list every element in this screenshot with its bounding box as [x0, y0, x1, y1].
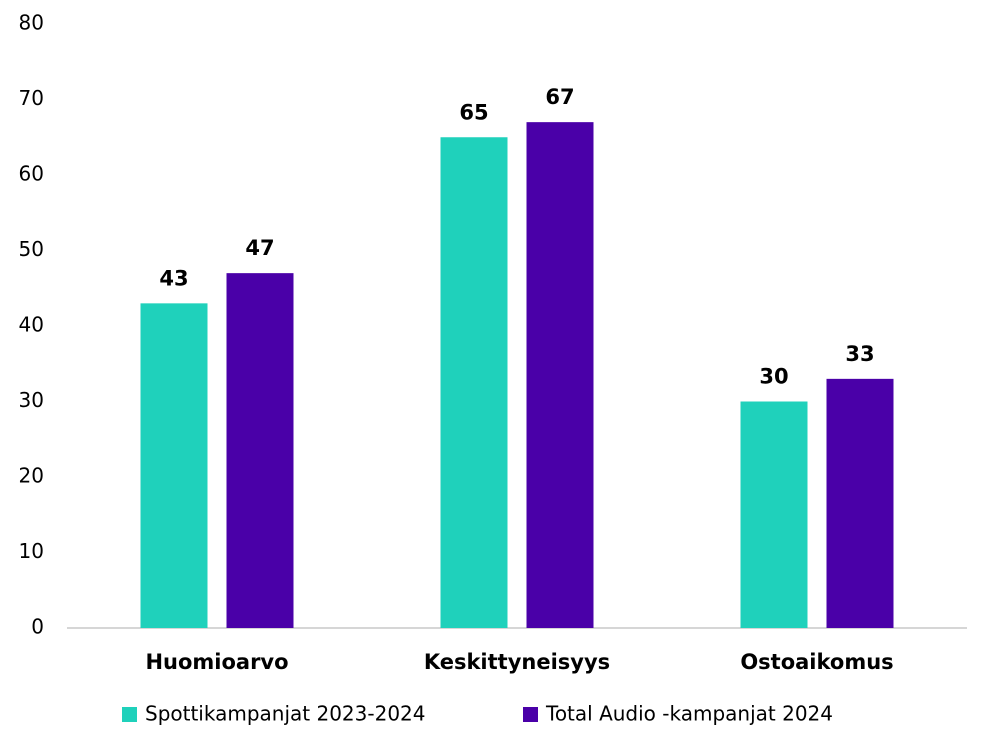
bar — [740, 401, 808, 628]
bar — [526, 122, 594, 629]
y-tick-label: 30 — [19, 388, 44, 412]
bar — [440, 137, 508, 628]
y-tick-label: 60 — [19, 162, 44, 186]
data-label: 67 — [545, 85, 574, 109]
bar — [226, 273, 294, 628]
legend-swatch — [523, 707, 538, 722]
data-label: 43 — [159, 266, 188, 290]
y-tick-label: 50 — [19, 237, 44, 261]
y-tick-label: 70 — [19, 86, 44, 110]
x-tick-label: Huomioarvo — [145, 650, 288, 674]
data-label: 65 — [459, 100, 488, 124]
x-tick-label: Ostoaikomus — [740, 650, 893, 674]
y-tick-label: 0 — [31, 615, 44, 639]
data-label: 30 — [759, 365, 788, 389]
legend-label: Total Audio -kampanjat 2024 — [545, 702, 833, 726]
legend-label: Spottikampanjat 2023-2024 — [145, 702, 426, 726]
bar — [140, 303, 208, 628]
x-tick-label: Keskittyneisyys — [424, 650, 610, 674]
y-tick-label: 80 — [19, 11, 44, 35]
y-tick-label: 20 — [19, 464, 44, 488]
bar — [826, 378, 894, 628]
data-label: 47 — [245, 236, 274, 260]
y-tick-label: 40 — [19, 313, 44, 337]
legend-swatch — [122, 707, 137, 722]
data-label: 33 — [845, 342, 874, 366]
y-tick-label: 10 — [19, 539, 44, 563]
